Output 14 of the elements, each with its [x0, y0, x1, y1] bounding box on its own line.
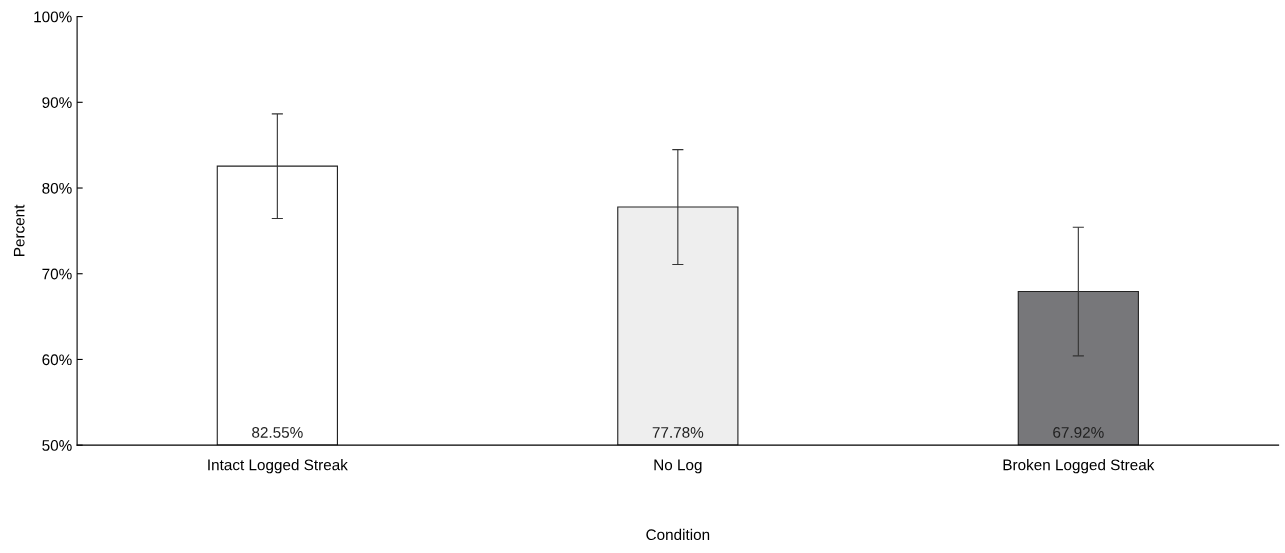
x-tick-label: Intact Logged Streak — [208, 459, 348, 474]
y-tick-label: 80% — [42, 182, 72, 194]
y-tick-label: 60% — [42, 354, 72, 366]
y-tick-label: 100% — [34, 11, 72, 23]
y-tick-label: 50% — [42, 440, 72, 451]
data-label: 77.78% — [652, 427, 704, 438]
y-axis-title: Percent — [13, 204, 25, 256]
x-axis-title: Condition — [646, 528, 710, 541]
y-tick-label: 70% — [42, 268, 72, 280]
x-tick-label: No Log — [654, 459, 702, 474]
y-tick-label: 90% — [42, 97, 72, 108]
x-tick-label: Broken Logged Streak — [1003, 459, 1155, 474]
data-label: 82.55% — [252, 427, 303, 438]
data-label: 67.92% — [1053, 427, 1104, 438]
